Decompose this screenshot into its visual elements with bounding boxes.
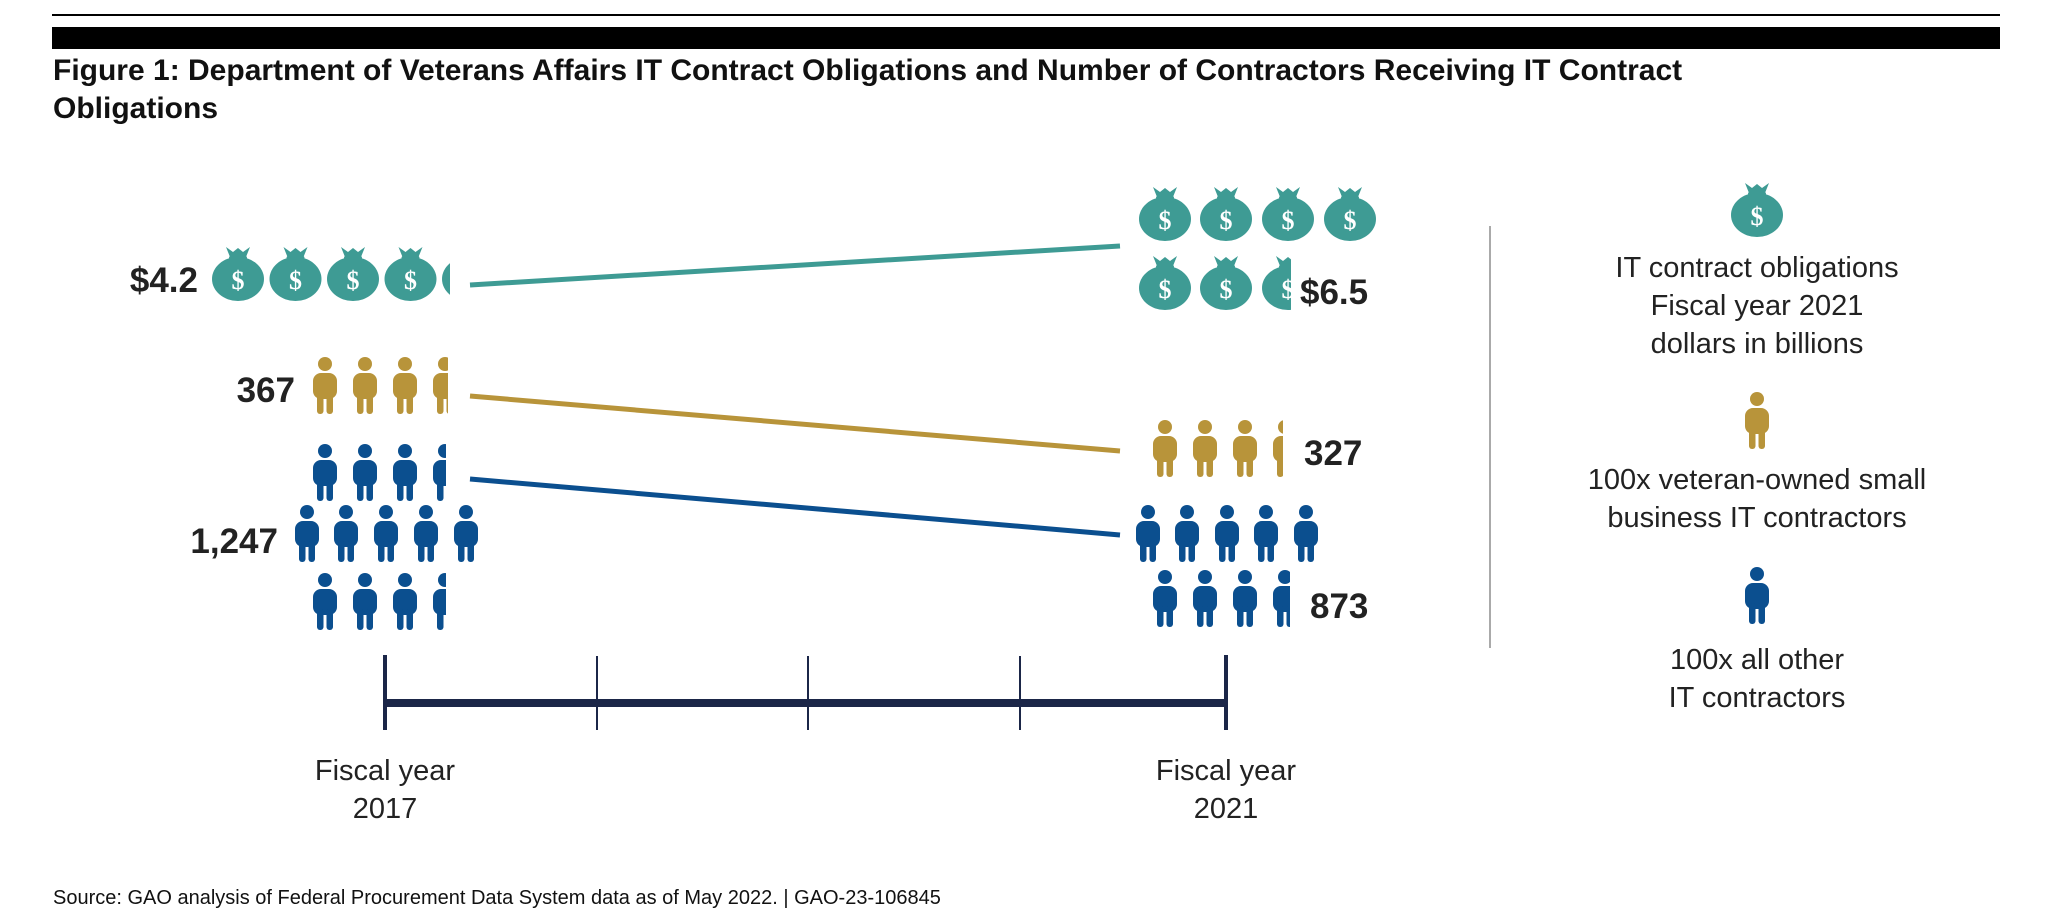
dollar-sign: $: [289, 266, 302, 295]
person-icon: [1254, 505, 1278, 562]
legend-label: 100x all other: [1670, 644, 1844, 676]
person-icon: [1294, 505, 1318, 562]
source-note: Source: GAO analysis of Federal Procurem…: [53, 887, 941, 909]
money-bag-icon: $: [384, 247, 437, 301]
person-icon: [433, 444, 446, 501]
value-label-other-fy2021: 873: [1310, 587, 1368, 626]
figure-title: Figure 1: Department of Veterans Affairs…: [53, 54, 1683, 125]
person-icon: [1153, 570, 1177, 627]
person-icon: [1233, 570, 1257, 627]
value-label-other-fy2017: 1,247: [190, 522, 278, 561]
dollar-sign: $: [1220, 275, 1233, 304]
money-bag-icon: $: [212, 247, 264, 301]
money-bag-icon: $: [1200, 256, 1252, 310]
person-icon: [374, 505, 398, 562]
person-icon: [433, 573, 446, 630]
value-label-veteran-owned-fy2017: 367: [237, 371, 295, 410]
money-bag-icon: $: [269, 247, 322, 301]
money-bag-icon: $: [1731, 183, 1783, 237]
person-icon: [313, 573, 337, 630]
pictograph-chart: $ $ $ $ $ $ $ $ $ $ $ $ $4.2 $6.5 367 327 1,247 873 Fiscal…: [130, 183, 1927, 825]
x-tick-label: Fiscal year: [315, 755, 456, 787]
other-trend-line: [469, 476, 1121, 538]
dollar-sign: $: [1282, 275, 1295, 304]
money-bag-icon: $: [1324, 187, 1376, 241]
legend-label: dollars in billions: [1651, 328, 1864, 360]
other-icons-fy2017: [295, 444, 478, 630]
legend: $: [1731, 183, 1783, 624]
value-label-obligations-fy2017: $4.2: [130, 261, 198, 300]
x-tick-label: 2017: [353, 793, 418, 825]
legend-label: 100x veteran-owned small: [1588, 464, 1927, 496]
dollar-sign: $: [1159, 206, 1172, 235]
dollar-sign: $: [462, 266, 475, 295]
dollar-sign: $: [347, 266, 360, 295]
person-icon: [353, 357, 377, 414]
top-thin-rule: [52, 14, 2000, 16]
person-icon: [1193, 570, 1217, 627]
person-icon: [334, 505, 358, 562]
person-icon: [414, 505, 438, 562]
person-icon: [1193, 420, 1217, 477]
dollar-sign: $: [404, 266, 417, 295]
money-bag-icon: $: [1139, 187, 1191, 241]
person-icon: [393, 357, 417, 414]
person-icon: [1136, 505, 1160, 562]
person-icon: [393, 573, 417, 630]
money-bag-icon: $: [442, 263, 475, 295]
dollar-sign: $: [1220, 206, 1233, 235]
person-icon: [1745, 392, 1769, 449]
person-icon: [1233, 420, 1257, 477]
other-icons-fy2021: [1136, 505, 1318, 627]
person-icon: [353, 573, 377, 630]
dollar-sign: $: [1751, 202, 1764, 231]
dollar-sign: $: [1159, 275, 1172, 304]
dollar-sign: $: [1344, 206, 1357, 235]
person-icon: [1175, 505, 1199, 562]
veteran-owned-icons-fy2021: [1153, 420, 1283, 477]
legend-label: IT contract obligations: [1615, 252, 1898, 284]
person-icon: [295, 505, 319, 562]
time-axis: [383, 655, 1228, 730]
person-icon: [313, 444, 337, 501]
person-icon: [313, 357, 337, 414]
money-bag-icon: $: [1200, 187, 1252, 241]
legend-label: business IT contractors: [1607, 502, 1906, 534]
veteran-owned-trend-line: [469, 393, 1121, 454]
person-icon: [1745, 567, 1769, 624]
person-icon: [433, 357, 448, 414]
person-icon: [1273, 570, 1290, 627]
money-bag-icon: $: [327, 247, 379, 301]
x-tick-label: Fiscal year: [1156, 755, 1297, 787]
money-bag-icon: $: [1139, 256, 1191, 310]
person-icon: [454, 505, 478, 562]
top-thick-rule: [52, 27, 2000, 49]
legend-label: Fiscal year 2021: [1651, 290, 1864, 322]
person-icon: [353, 444, 377, 501]
person-icon: [1215, 505, 1239, 562]
obligations-icons-fy2017: $ $ $ $ $: [212, 247, 475, 301]
value-label-veteran-owned-fy2021: 327: [1304, 434, 1362, 473]
x-tick-label: 2021: [1194, 793, 1259, 825]
person-icon: [393, 444, 417, 501]
person-icon: [1153, 420, 1177, 477]
obligations-trend-line: [469, 243, 1121, 288]
dollar-sign: $: [1282, 206, 1295, 235]
value-label-obligations-fy2021: $6.5: [1300, 273, 1368, 312]
money-bag-icon: $: [1262, 256, 1295, 310]
person-icon: [1273, 420, 1283, 477]
obligations-icons-fy2021: $ $ $ $ $ $ $: [1139, 187, 1376, 310]
legend-label: IT contractors: [1669, 682, 1846, 714]
money-bag-icon: $: [1262, 187, 1314, 241]
veteran-owned-icons-fy2017: [313, 357, 448, 414]
dollar-sign: $: [232, 266, 245, 295]
